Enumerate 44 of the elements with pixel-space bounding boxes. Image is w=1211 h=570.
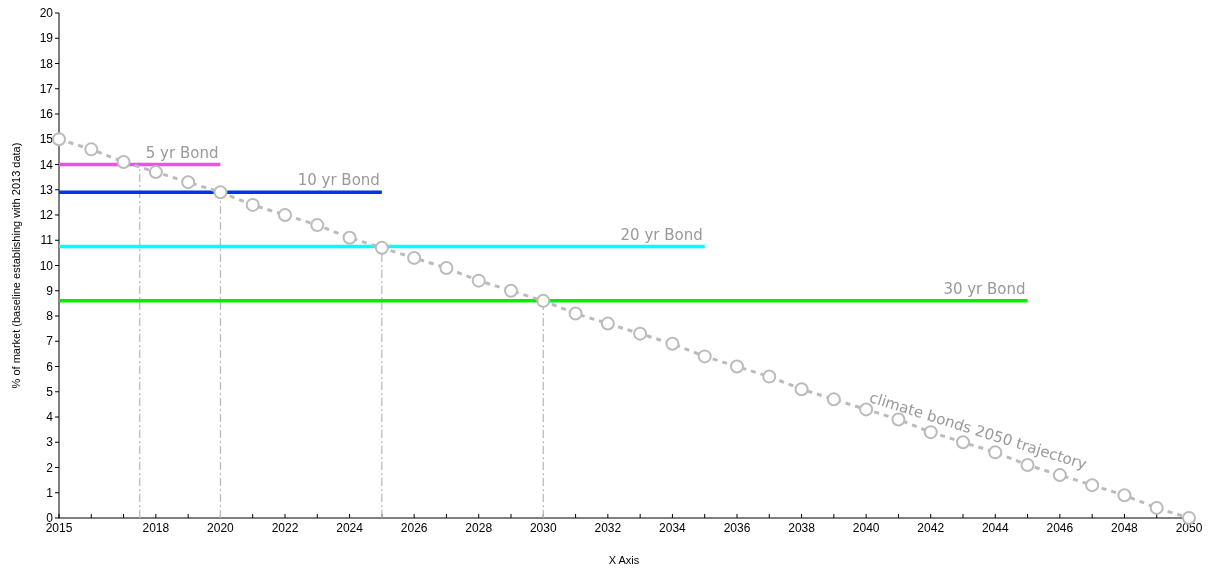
series-label: 10 yr Bond — [297, 171, 380, 190]
x-tick-label: 2046 — [1046, 521, 1074, 535]
y-tick-label: 2 — [46, 460, 54, 475]
x-tick-label: 2030 — [529, 521, 557, 535]
x-tick-label: 2036 — [723, 521, 751, 535]
y-tick-label: 13 — [39, 182, 54, 197]
y-tick-label: 1 — [46, 485, 54, 500]
x-axis-title: X Axis — [608, 554, 640, 566]
x-tick-label: 2050 — [1175, 521, 1203, 535]
y-tick-label: 3 — [46, 435, 54, 450]
y-tick-label: 20 — [39, 6, 54, 21]
y-tick-label: 17 — [39, 81, 54, 96]
x-tick-label: 2032 — [594, 521, 622, 535]
x-tick-label: 2038 — [788, 521, 816, 535]
series-label: 30 yr Bond — [943, 279, 1026, 298]
x-tick-label: 2022 — [271, 521, 299, 535]
y-tick-label: 9 — [46, 283, 54, 298]
x-tick-label: 2042 — [917, 521, 945, 535]
x-tick-label: 2015 — [45, 521, 73, 535]
y-tick-label: 4 — [46, 410, 54, 425]
x-tick-label: 2040 — [852, 521, 880, 535]
x-tick-label: 2018 — [142, 521, 170, 535]
y-tick-label: 14 — [39, 157, 54, 172]
x-tick-label: 2044 — [981, 521, 1009, 535]
y-tick-label: 12 — [39, 208, 54, 223]
x-tick-label: 2026 — [400, 521, 428, 535]
y-tick-label: 18 — [39, 56, 54, 71]
y-tick-label: 6 — [46, 359, 54, 374]
x-tick-label: 2034 — [659, 521, 687, 535]
y-tick-label: 8 — [46, 309, 54, 324]
y-tick-label: 5 — [46, 384, 54, 399]
x-tick-label: 2024 — [336, 521, 364, 535]
x-tick-label: 2028 — [465, 521, 493, 535]
series-label: 5 yr Bond — [145, 143, 219, 162]
y-tick-label: 15 — [39, 132, 54, 147]
x-tick-label: 2020 — [207, 521, 235, 535]
y-tick-label: 16 — [39, 107, 54, 122]
y-tick-label: 10 — [39, 258, 54, 273]
series-label: 20 yr Bond — [620, 225, 703, 244]
y-tick-label: 19 — [39, 31, 54, 46]
y-axis-title: % of market (baseline establishing with 2013 data) — [10, 142, 22, 389]
x-tick-label: 2048 — [1111, 521, 1139, 535]
y-tick-label: 11 — [40, 233, 54, 248]
y-tick-label: 7 — [46, 334, 54, 349]
